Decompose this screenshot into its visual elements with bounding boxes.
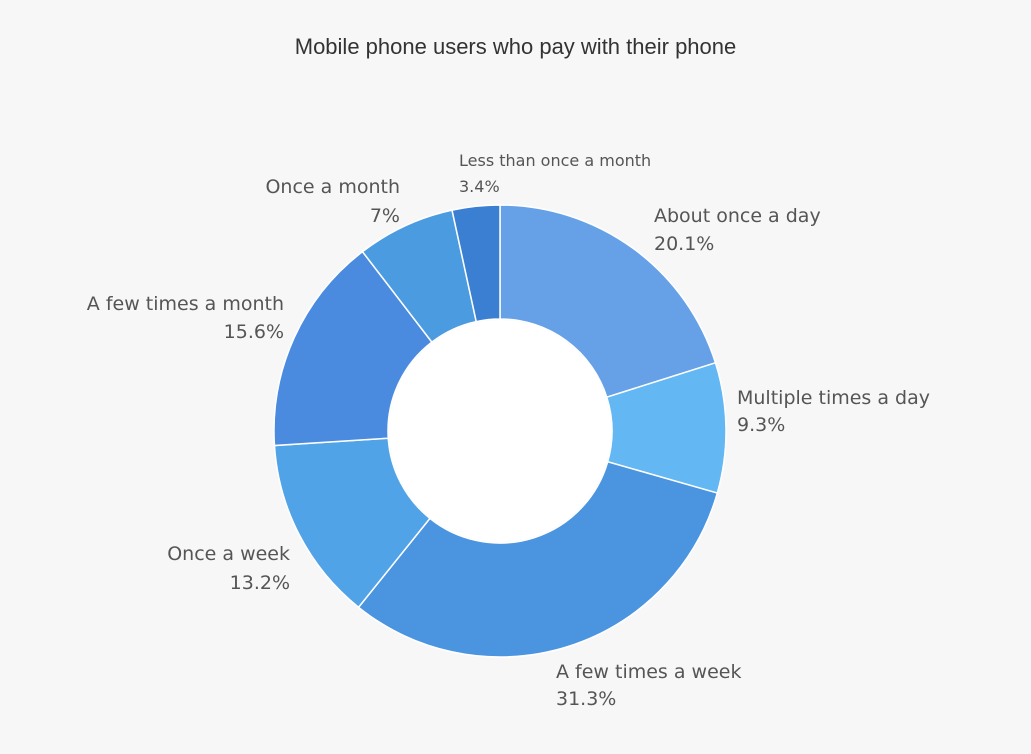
slice-value-label: 20.1% (654, 233, 714, 255)
slice-value-label: 31.3% (556, 688, 616, 710)
slice-a-few-times-a-week[interactable] (357, 460, 719, 658)
slice-a-few-times-a-month[interactable] (273, 250, 433, 447)
slice-label: Once a month (265, 176, 400, 198)
slice-about-once-a-day[interactable] (499, 204, 717, 399)
donut-hole (389, 320, 611, 542)
slice-label: About once a day (654, 205, 821, 227)
donut-slices (273, 204, 727, 658)
slice-label: A few times a month (87, 293, 284, 315)
slice-label: Less than once a month (459, 151, 651, 170)
slice-value-label: 9.3% (737, 414, 785, 436)
slice-less-than-once-a-month[interactable] (451, 204, 501, 323)
slice-value-label: 15.6% (224, 321, 284, 343)
chart-title: Mobile phone users who pay with their ph… (294, 34, 737, 59)
slice-label: Multiple times a day (737, 387, 930, 409)
slice-value-label: 13.2% (230, 572, 290, 594)
slice-label: A few times a week (556, 661, 741, 683)
slice-label: Once a week (167, 543, 290, 565)
slice-value-label: 7% (370, 205, 400, 227)
slice-value-label: 3.4% (459, 177, 500, 196)
